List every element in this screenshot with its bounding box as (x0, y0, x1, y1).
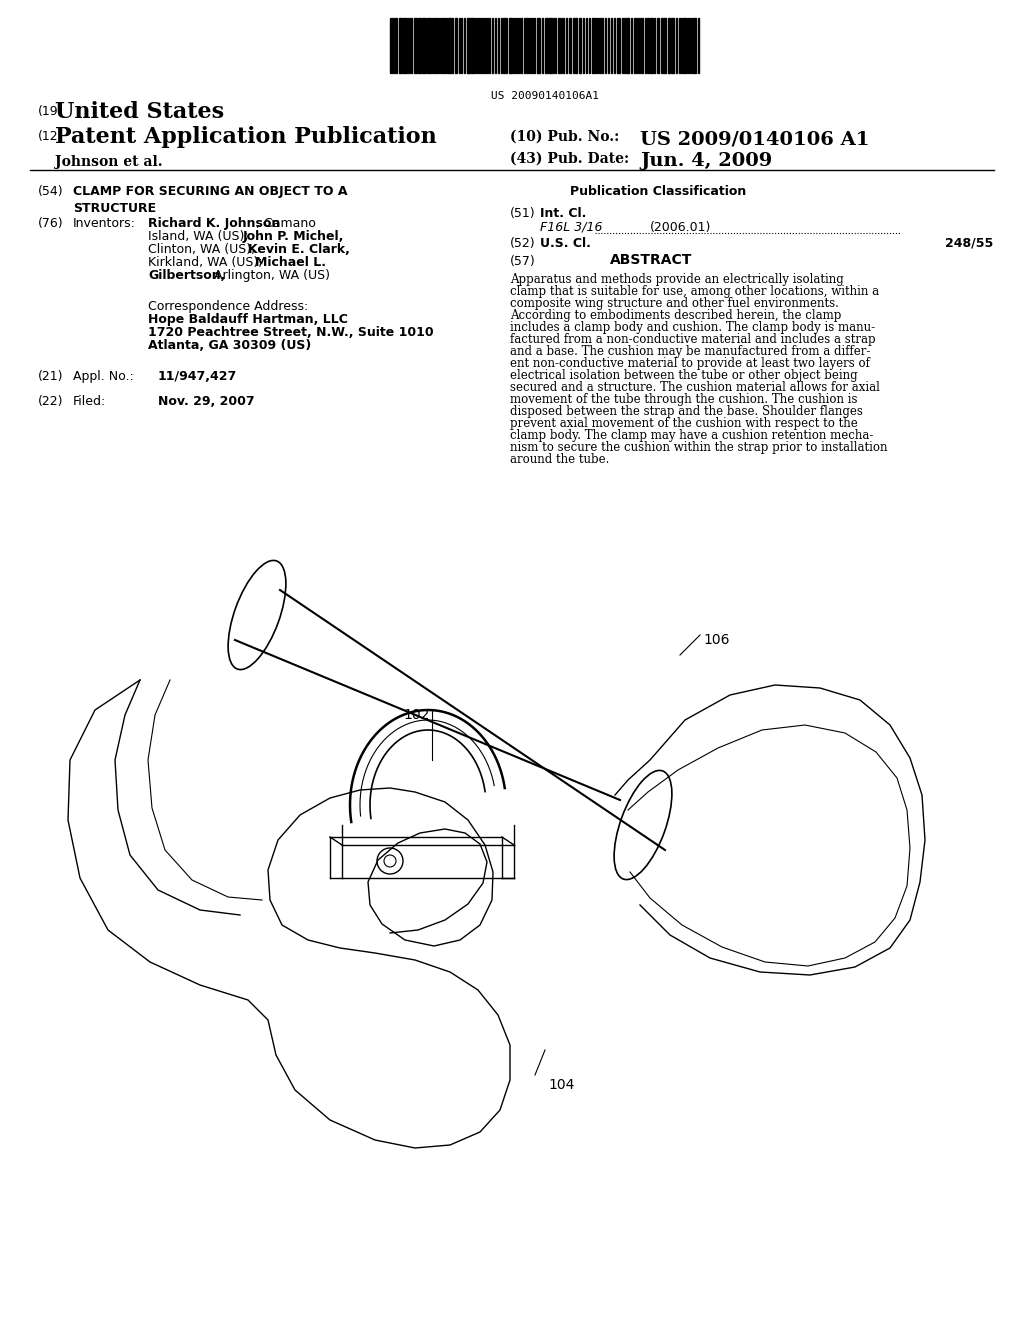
Bar (455, 18, 457, 73)
Text: Jun. 4, 2009: Jun. 4, 2009 (640, 152, 772, 170)
Text: 104: 104 (548, 1078, 574, 1092)
Text: Richard K. Johnson: Richard K. Johnson (148, 216, 281, 230)
Bar (663, 18, 666, 73)
Text: ent non-conductive material to provide at least two layers of: ent non-conductive material to provide a… (510, 356, 869, 370)
Bar (443, 18, 445, 73)
Text: disposed between the strap and the base. Shoulder flanges: disposed between the strap and the base.… (510, 405, 863, 418)
Bar (650, 18, 653, 73)
Text: includes a clamp body and cushion. The clamp body is manu-: includes a clamp body and cushion. The c… (510, 321, 876, 334)
Text: US 20090140106A1: US 20090140106A1 (490, 91, 599, 102)
Text: secured and a structure. The cushion material allows for axial: secured and a structure. The cushion mat… (510, 381, 880, 393)
Text: (76): (76) (38, 216, 63, 230)
Text: Filed:: Filed: (73, 395, 106, 408)
Bar (575, 18, 577, 73)
Text: around the tube.: around the tube. (510, 453, 609, 466)
Text: Gilbertson,: Gilbertson, (148, 269, 225, 282)
Text: nism to secure the cushion within the strap prior to installation: nism to secure the cushion within the st… (510, 441, 888, 454)
Bar (569, 18, 571, 73)
Text: (57): (57) (510, 255, 536, 268)
Text: John P. Michel,: John P. Michel, (243, 230, 344, 243)
Bar (526, 18, 528, 73)
Text: According to embodiments described herein, the clamp: According to embodiments described herei… (510, 309, 842, 322)
Bar (434, 18, 436, 73)
Text: (51): (51) (510, 207, 536, 220)
Text: Nov. 29, 2007: Nov. 29, 2007 (158, 395, 255, 408)
Text: Patent Application Publication: Patent Application Publication (55, 125, 437, 148)
Text: (19): (19) (38, 106, 63, 117)
Bar (545, 18, 548, 73)
Text: ABSTRACT: ABSTRACT (610, 253, 692, 267)
Bar (617, 18, 620, 73)
Text: Inventors:: Inventors: (73, 216, 136, 230)
Text: movement of the tube through the cushion. The cushion is: movement of the tube through the cushion… (510, 393, 857, 407)
Text: Kirkland, WA (US);: Kirkland, WA (US); (148, 256, 266, 269)
Text: Appl. No.:: Appl. No.: (73, 370, 134, 383)
Bar (549, 18, 552, 73)
Bar (657, 18, 659, 73)
Bar (683, 18, 686, 73)
Text: 106: 106 (703, 634, 729, 647)
Bar (626, 18, 629, 73)
Text: (12): (12) (38, 129, 63, 143)
Text: clamp that is suitable for use, among other locations, within a: clamp that is suitable for use, among ot… (510, 285, 880, 298)
Text: Int. Cl.: Int. Cl. (540, 207, 587, 220)
Text: Apparatus and methods provide an electrically isolating: Apparatus and methods provide an electri… (510, 273, 844, 286)
Text: electrical isolation between the tube or other object being: electrical isolation between the tube or… (510, 370, 858, 381)
Text: U.S. Cl.: U.S. Cl. (540, 238, 591, 249)
Bar (399, 18, 402, 73)
Bar (449, 18, 451, 73)
Text: Michael L.: Michael L. (255, 256, 326, 269)
Bar (668, 18, 670, 73)
Bar (418, 18, 421, 73)
Text: (54): (54) (38, 185, 63, 198)
Bar (509, 18, 512, 73)
Text: Atlanta, GA 30309 (US): Atlanta, GA 30309 (US) (148, 339, 311, 352)
Bar (529, 18, 531, 73)
Bar (579, 18, 581, 73)
Text: prevent axial movement of the cushion with respect to the: prevent axial movement of the cushion wi… (510, 417, 858, 430)
Text: Clinton, WA (US);: Clinton, WA (US); (148, 243, 259, 256)
Bar (414, 18, 417, 73)
Text: (10) Pub. No.:: (10) Pub. No.: (510, 129, 620, 144)
Text: Hope Baldauff Hartman, LLC: Hope Baldauff Hartman, LLC (148, 313, 348, 326)
Text: (22): (22) (38, 395, 63, 408)
Bar (503, 18, 505, 73)
Bar (558, 18, 560, 73)
Bar (471, 18, 474, 73)
Text: , Camano: , Camano (256, 216, 315, 230)
Text: Correspondence Address:: Correspondence Address: (148, 300, 308, 313)
Text: factured from a non-conductive material and includes a strap: factured from a non-conductive material … (510, 333, 876, 346)
Text: Arlington, WA (US): Arlington, WA (US) (210, 269, 330, 282)
Text: (52): (52) (510, 238, 536, 249)
Text: and a base. The cushion may be manufactured from a differ-: and a base. The cushion may be manufactu… (510, 345, 870, 358)
Bar (693, 18, 696, 73)
Bar (647, 18, 649, 73)
Text: 248/55: 248/55 (945, 238, 993, 249)
Text: Publication Classification: Publication Classification (570, 185, 746, 198)
Text: 102: 102 (403, 708, 430, 722)
Bar (467, 18, 470, 73)
Text: US 2009/0140106 A1: US 2009/0140106 A1 (640, 129, 869, 148)
Text: (43) Pub. Date:: (43) Pub. Date: (510, 152, 629, 166)
Text: clamp body. The clamp may have a cushion retention mecha-: clamp body. The clamp may have a cushion… (510, 429, 873, 442)
Bar (671, 18, 674, 73)
Text: Kevin E. Clark,: Kevin E. Clark, (248, 243, 350, 256)
Bar (403, 18, 406, 73)
Text: 1720 Peachtree Street, N.W., Suite 1010: 1720 Peachtree Street, N.W., Suite 1010 (148, 326, 433, 339)
Text: 11/947,427: 11/947,427 (158, 370, 238, 383)
Bar (592, 18, 595, 73)
Text: (2006.01): (2006.01) (650, 220, 712, 234)
Bar (428, 18, 431, 73)
Text: Johnson et al.: Johnson et al. (55, 154, 163, 169)
Bar (537, 18, 540, 73)
Bar (422, 18, 425, 73)
Text: Island, WA (US);: Island, WA (US); (148, 230, 253, 243)
Text: (21): (21) (38, 370, 63, 383)
Text: United States: United States (55, 102, 224, 123)
Text: CLAMP FOR SECURING AN OBJECT TO A
STRUCTURE: CLAMP FOR SECURING AN OBJECT TO A STRUCT… (73, 185, 347, 215)
Text: composite wing structure and other fuel environments.: composite wing structure and other fuel … (510, 297, 839, 310)
Text: F16L 3/16: F16L 3/16 (540, 220, 602, 234)
